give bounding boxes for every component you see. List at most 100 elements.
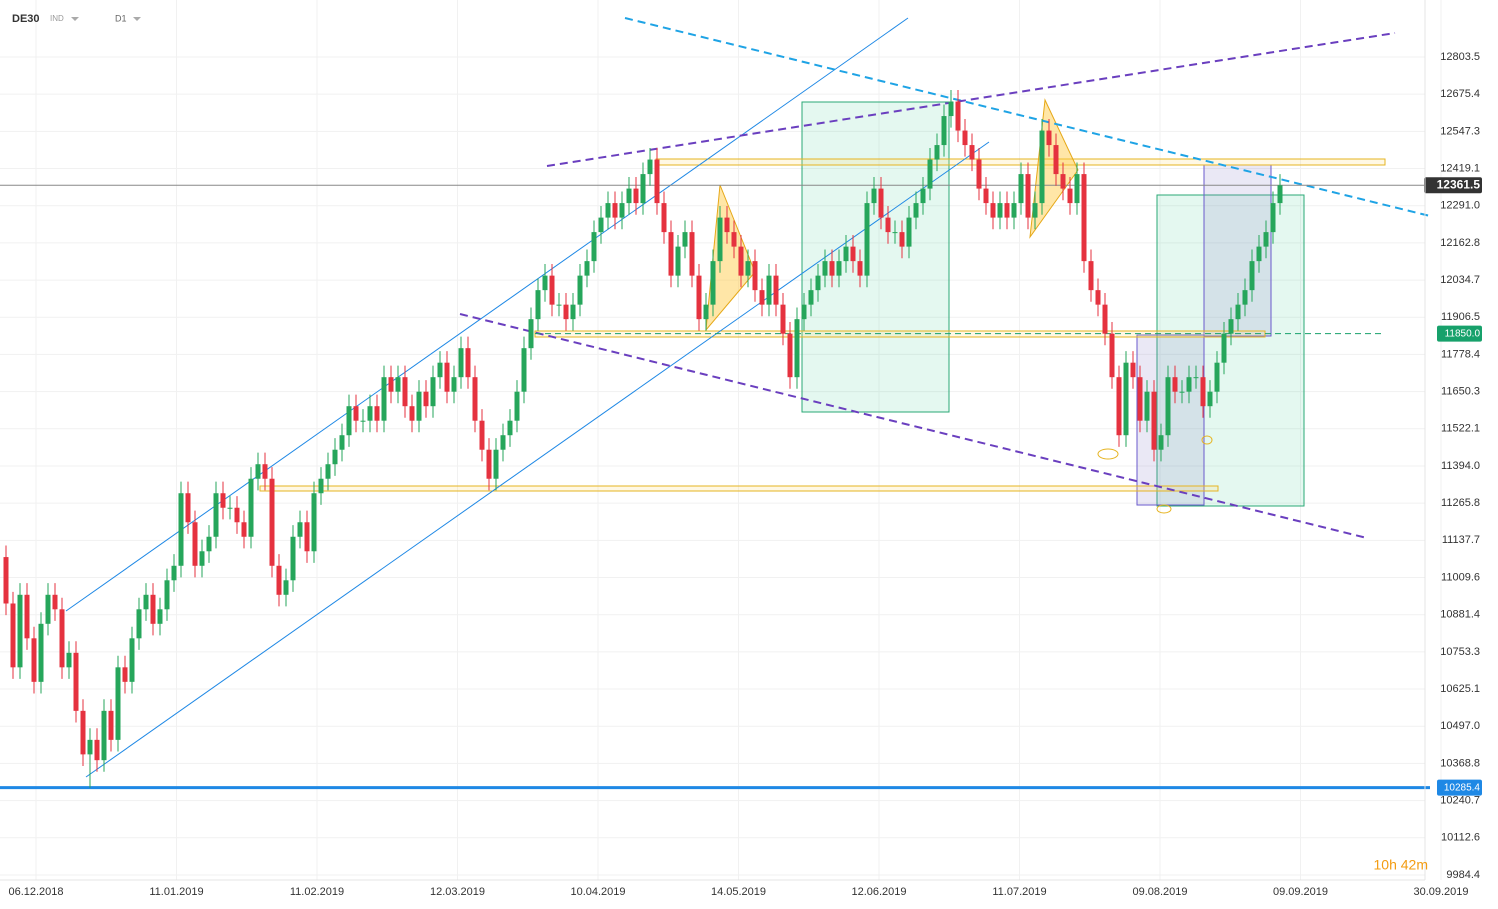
y-tick-label: 11778.4 — [1441, 348, 1480, 360]
candle-body — [1249, 261, 1255, 291]
candle-body — [640, 174, 646, 204]
candle-body — [626, 188, 632, 204]
candle-body — [1221, 333, 1227, 363]
candle-body — [759, 290, 765, 305]
candle-body — [367, 406, 373, 421]
price-tag-label: 11850.0 — [1445, 328, 1481, 339]
candle-body — [3, 557, 9, 604]
candle-body — [17, 594, 23, 668]
candle-body — [969, 145, 975, 160]
dropdown-icon[interactable] — [71, 17, 79, 21]
candle-body — [220, 493, 226, 508]
candle-body — [1144, 391, 1150, 421]
y-tick-label: 10625.1 — [1440, 683, 1480, 695]
candle-body — [801, 304, 807, 320]
candle-body — [31, 638, 37, 682]
candle-body — [374, 406, 380, 421]
candle-body — [836, 261, 842, 276]
candle-body — [1067, 188, 1073, 204]
candle-body — [654, 159, 660, 204]
candle-body — [787, 333, 793, 378]
candle-body — [24, 594, 30, 639]
candle-body — [80, 710, 86, 755]
candle-body — [479, 420, 485, 450]
y-tick-label: 12034.7 — [1440, 274, 1480, 286]
candle-body — [10, 603, 16, 668]
y-tick-label: 9984.4 — [1446, 869, 1480, 881]
price-tag — [1424, 177, 1482, 194]
x-tick-label: 09.09.2019 — [1273, 886, 1328, 898]
trend-line — [65, 17, 909, 612]
candle-body — [997, 203, 1003, 218]
dropdown-icon[interactable] — [133, 17, 141, 21]
candle-body — [1214, 362, 1220, 392]
candle-body — [724, 217, 730, 233]
x-tick-label: 12.03.2019 — [430, 886, 485, 898]
marker — [1156, 504, 1172, 514]
axis: 12803.5 12675.4 12547.3 12419.1 12291.0 12162… — [0, 0, 1480, 898]
candle-body — [493, 449, 499, 479]
x-tick-label: 11.01.2019 — [149, 886, 203, 898]
candle-body — [500, 435, 506, 450]
candle-body — [1186, 377, 1192, 392]
candle-body — [927, 159, 933, 189]
candle-body — [297, 522, 303, 537]
candle-body — [150, 594, 156, 624]
candle-body — [1053, 145, 1059, 175]
candle-body — [1130, 362, 1136, 378]
candle-body — [955, 101, 961, 131]
candle-body — [962, 130, 968, 146]
candle-body — [1102, 304, 1108, 334]
candle-body — [934, 145, 940, 160]
candle-body — [283, 580, 289, 595]
candle-body — [661, 203, 667, 233]
drawings — [65, 17, 1431, 778]
candle-body — [129, 638, 135, 682]
y-tick-label: 12803.5 — [1440, 51, 1480, 63]
candle-body — [115, 667, 121, 740]
candle-body — [864, 203, 870, 276]
candle-body — [1081, 174, 1087, 262]
x-tick-label: 30.09.2019 — [1413, 886, 1468, 898]
candle-body — [52, 594, 58, 610]
candle-body — [1158, 435, 1164, 450]
candle-body — [857, 261, 863, 276]
candle-body — [416, 391, 422, 421]
candle-body — [871, 188, 877, 204]
candle-body — [983, 188, 989, 204]
candle-body — [395, 377, 401, 392]
candle-body — [612, 203, 618, 218]
x-tick-label: 14.05.2019 — [711, 886, 766, 898]
candle-body — [1025, 174, 1031, 218]
candle-body — [353, 406, 359, 421]
candle-body — [577, 275, 583, 305]
trend-line — [624, 17, 1431, 217]
interval[interactable]: D1 — [115, 13, 127, 23]
candle-body — [486, 449, 492, 479]
candle-body — [829, 261, 835, 276]
y-tick-label: 10368.8 — [1440, 757, 1480, 769]
candle-body — [948, 101, 954, 117]
y-tick-label: 12162.8 — [1440, 237, 1480, 249]
candle-body — [1172, 377, 1178, 392]
candle-body — [1074, 174, 1080, 204]
candle-body — [1200, 377, 1206, 407]
candle-body — [1193, 377, 1199, 379]
candle-body — [101, 710, 107, 761]
candle-body — [318, 478, 324, 494]
candle-body — [1039, 130, 1045, 204]
candle-body — [675, 246, 681, 276]
candle-body — [1109, 333, 1115, 378]
marker — [1201, 435, 1213, 445]
candle-body — [304, 522, 310, 552]
candle-body — [731, 232, 737, 247]
candle-body — [682, 232, 688, 247]
symbol: DE30 — [12, 13, 40, 25]
candle-body — [976, 159, 982, 189]
price-tag-label: 12361.5 — [1437, 177, 1481, 191]
marker — [1097, 448, 1119, 460]
candle-body — [885, 217, 891, 233]
x-tick-label: 06.12.2018 — [8, 886, 63, 898]
candle-body — [178, 493, 184, 566]
candle-body — [311, 493, 317, 552]
